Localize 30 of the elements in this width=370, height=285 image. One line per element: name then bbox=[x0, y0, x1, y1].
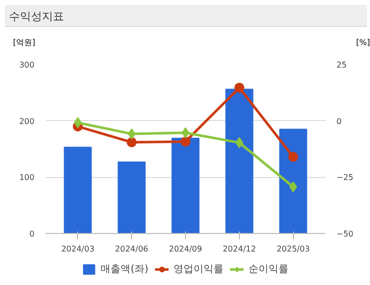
chart-title: 수익성지표 bbox=[9, 9, 64, 25]
y2-tick-label: −50 bbox=[336, 230, 354, 238]
bar bbox=[118, 161, 146, 234]
point bbox=[288, 152, 298, 162]
bar bbox=[172, 138, 200, 234]
bar bbox=[64, 146, 92, 234]
point bbox=[74, 117, 82, 128]
x-tick-label: 2024/06 bbox=[115, 244, 148, 254]
legend-label: 순이익률 bbox=[248, 263, 288, 276]
x-tick-label: 2025/03 bbox=[276, 244, 310, 254]
y-tick-label: 0 bbox=[29, 230, 35, 238]
point bbox=[234, 82, 244, 93]
y2-tick-label: 0 bbox=[336, 116, 342, 126]
point bbox=[289, 181, 298, 192]
y2-tick-label: −25 bbox=[336, 173, 354, 182]
legend-label: 영업이익률 bbox=[173, 263, 224, 276]
y-tick-label: 100 bbox=[19, 173, 35, 182]
bar bbox=[279, 128, 308, 234]
x-tick-label: 2024/09 bbox=[168, 244, 202, 254]
x-tick-label: 2024/03 bbox=[61, 244, 94, 254]
y2-tick-label: 25 bbox=[336, 60, 347, 70]
y-tick-label: 300 bbox=[19, 60, 35, 70]
point bbox=[126, 137, 137, 148]
y2-axis-title: [%] bbox=[356, 37, 370, 48]
y-tick-label: 200 bbox=[19, 116, 35, 126]
bar bbox=[225, 88, 254, 234]
point bbox=[180, 136, 190, 147]
legend-label: 매출액(좌) bbox=[100, 263, 148, 276]
y-axis-title: [억원] bbox=[13, 37, 36, 48]
x-tick-label: 2024/12 bbox=[222, 244, 256, 254]
